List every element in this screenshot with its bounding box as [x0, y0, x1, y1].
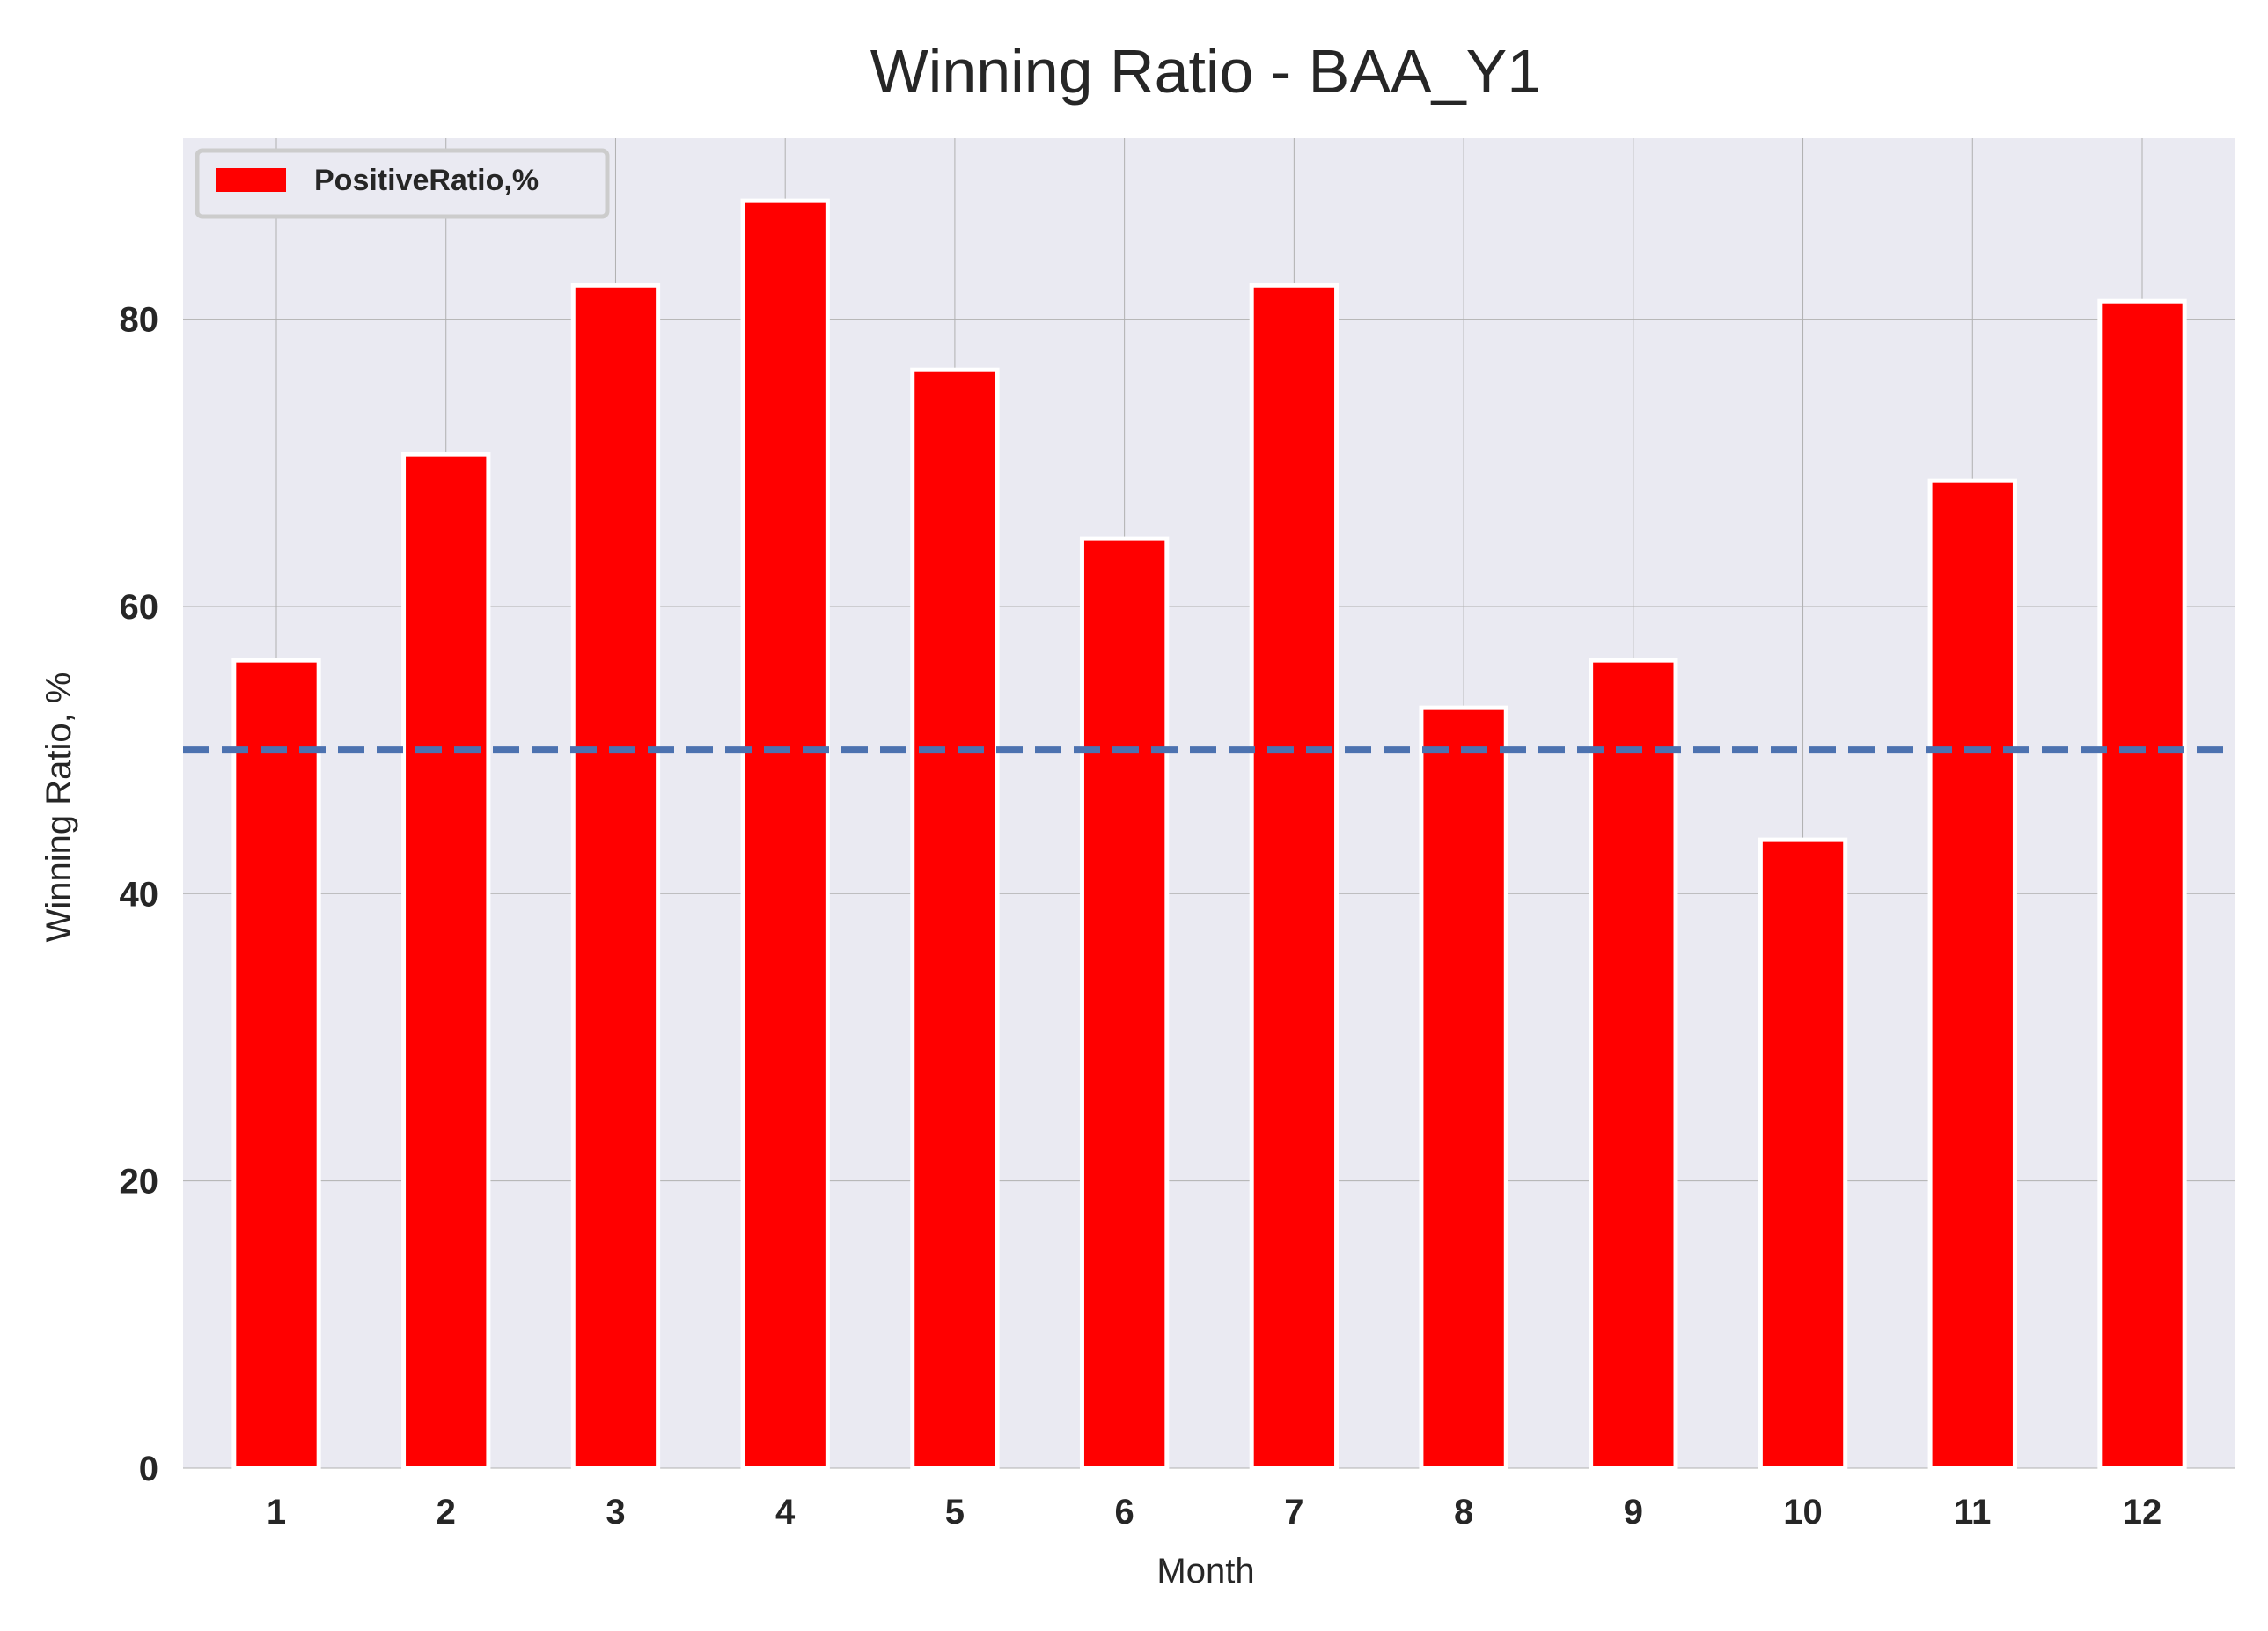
- legend-label: PositiveRatio,%: [314, 164, 539, 197]
- legend-box: [195, 148, 610, 219]
- x-tick-label: 10: [1783, 1493, 1823, 1532]
- x-tick-label: 6: [1115, 1493, 1134, 1532]
- y-tick-label: 20: [120, 1163, 159, 1201]
- x-axis-ticks: 1 2 3 4 5 6 7 8 9 10 11 12: [267, 1493, 2162, 1532]
- x-axis-label: Month: [1156, 1552, 1254, 1591]
- bar-month-11: [1927, 478, 2017, 1471]
- y-axis-label: Winning Ratio, %: [40, 672, 78, 943]
- x-tick-label: 5: [945, 1493, 965, 1532]
- x-tick-label: 3: [606, 1493, 625, 1532]
- chart-title: Winning Ratio - BAA_Y1: [870, 37, 1542, 106]
- bar-month-7: [1249, 283, 1340, 1471]
- x-tick-label: 4: [775, 1493, 796, 1532]
- y-tick-label: 80: [120, 301, 159, 340]
- bar-month-8: [1419, 705, 1508, 1471]
- y-tick-label: 40: [120, 875, 159, 914]
- bar-month-1: [231, 658, 321, 1471]
- x-tick-label: 9: [1624, 1493, 1643, 1532]
- bar-month-4: [740, 198, 830, 1471]
- y-tick-label: 0: [139, 1450, 158, 1488]
- x-tick-label: 11: [1954, 1493, 1991, 1532]
- bar-month-9: [1589, 658, 1678, 1471]
- x-tick-label: 1: [267, 1493, 286, 1532]
- x-tick-label: 7: [1284, 1493, 1303, 1532]
- bar-month-12: [2097, 298, 2187, 1471]
- y-tick-label: 60: [120, 588, 159, 627]
- bar-month-5: [910, 367, 1000, 1471]
- bars: [231, 198, 2187, 1471]
- x-tick-label: 12: [2123, 1493, 2162, 1532]
- y-axis-ticks: 0 20 40 60 80: [120, 301, 159, 1488]
- x-tick-label: 2: [437, 1493, 456, 1532]
- legend: PositiveRatio,%: [195, 148, 610, 219]
- bar-month-3: [570, 283, 661, 1471]
- plot-area: [183, 138, 2235, 1468]
- bar-month-10: [1758, 837, 1848, 1471]
- legend-swatch: [216, 168, 286, 192]
- x-tick-label: 8: [1454, 1493, 1473, 1532]
- bar-month-2: [401, 452, 491, 1471]
- bar-month-6: [1079, 536, 1170, 1471]
